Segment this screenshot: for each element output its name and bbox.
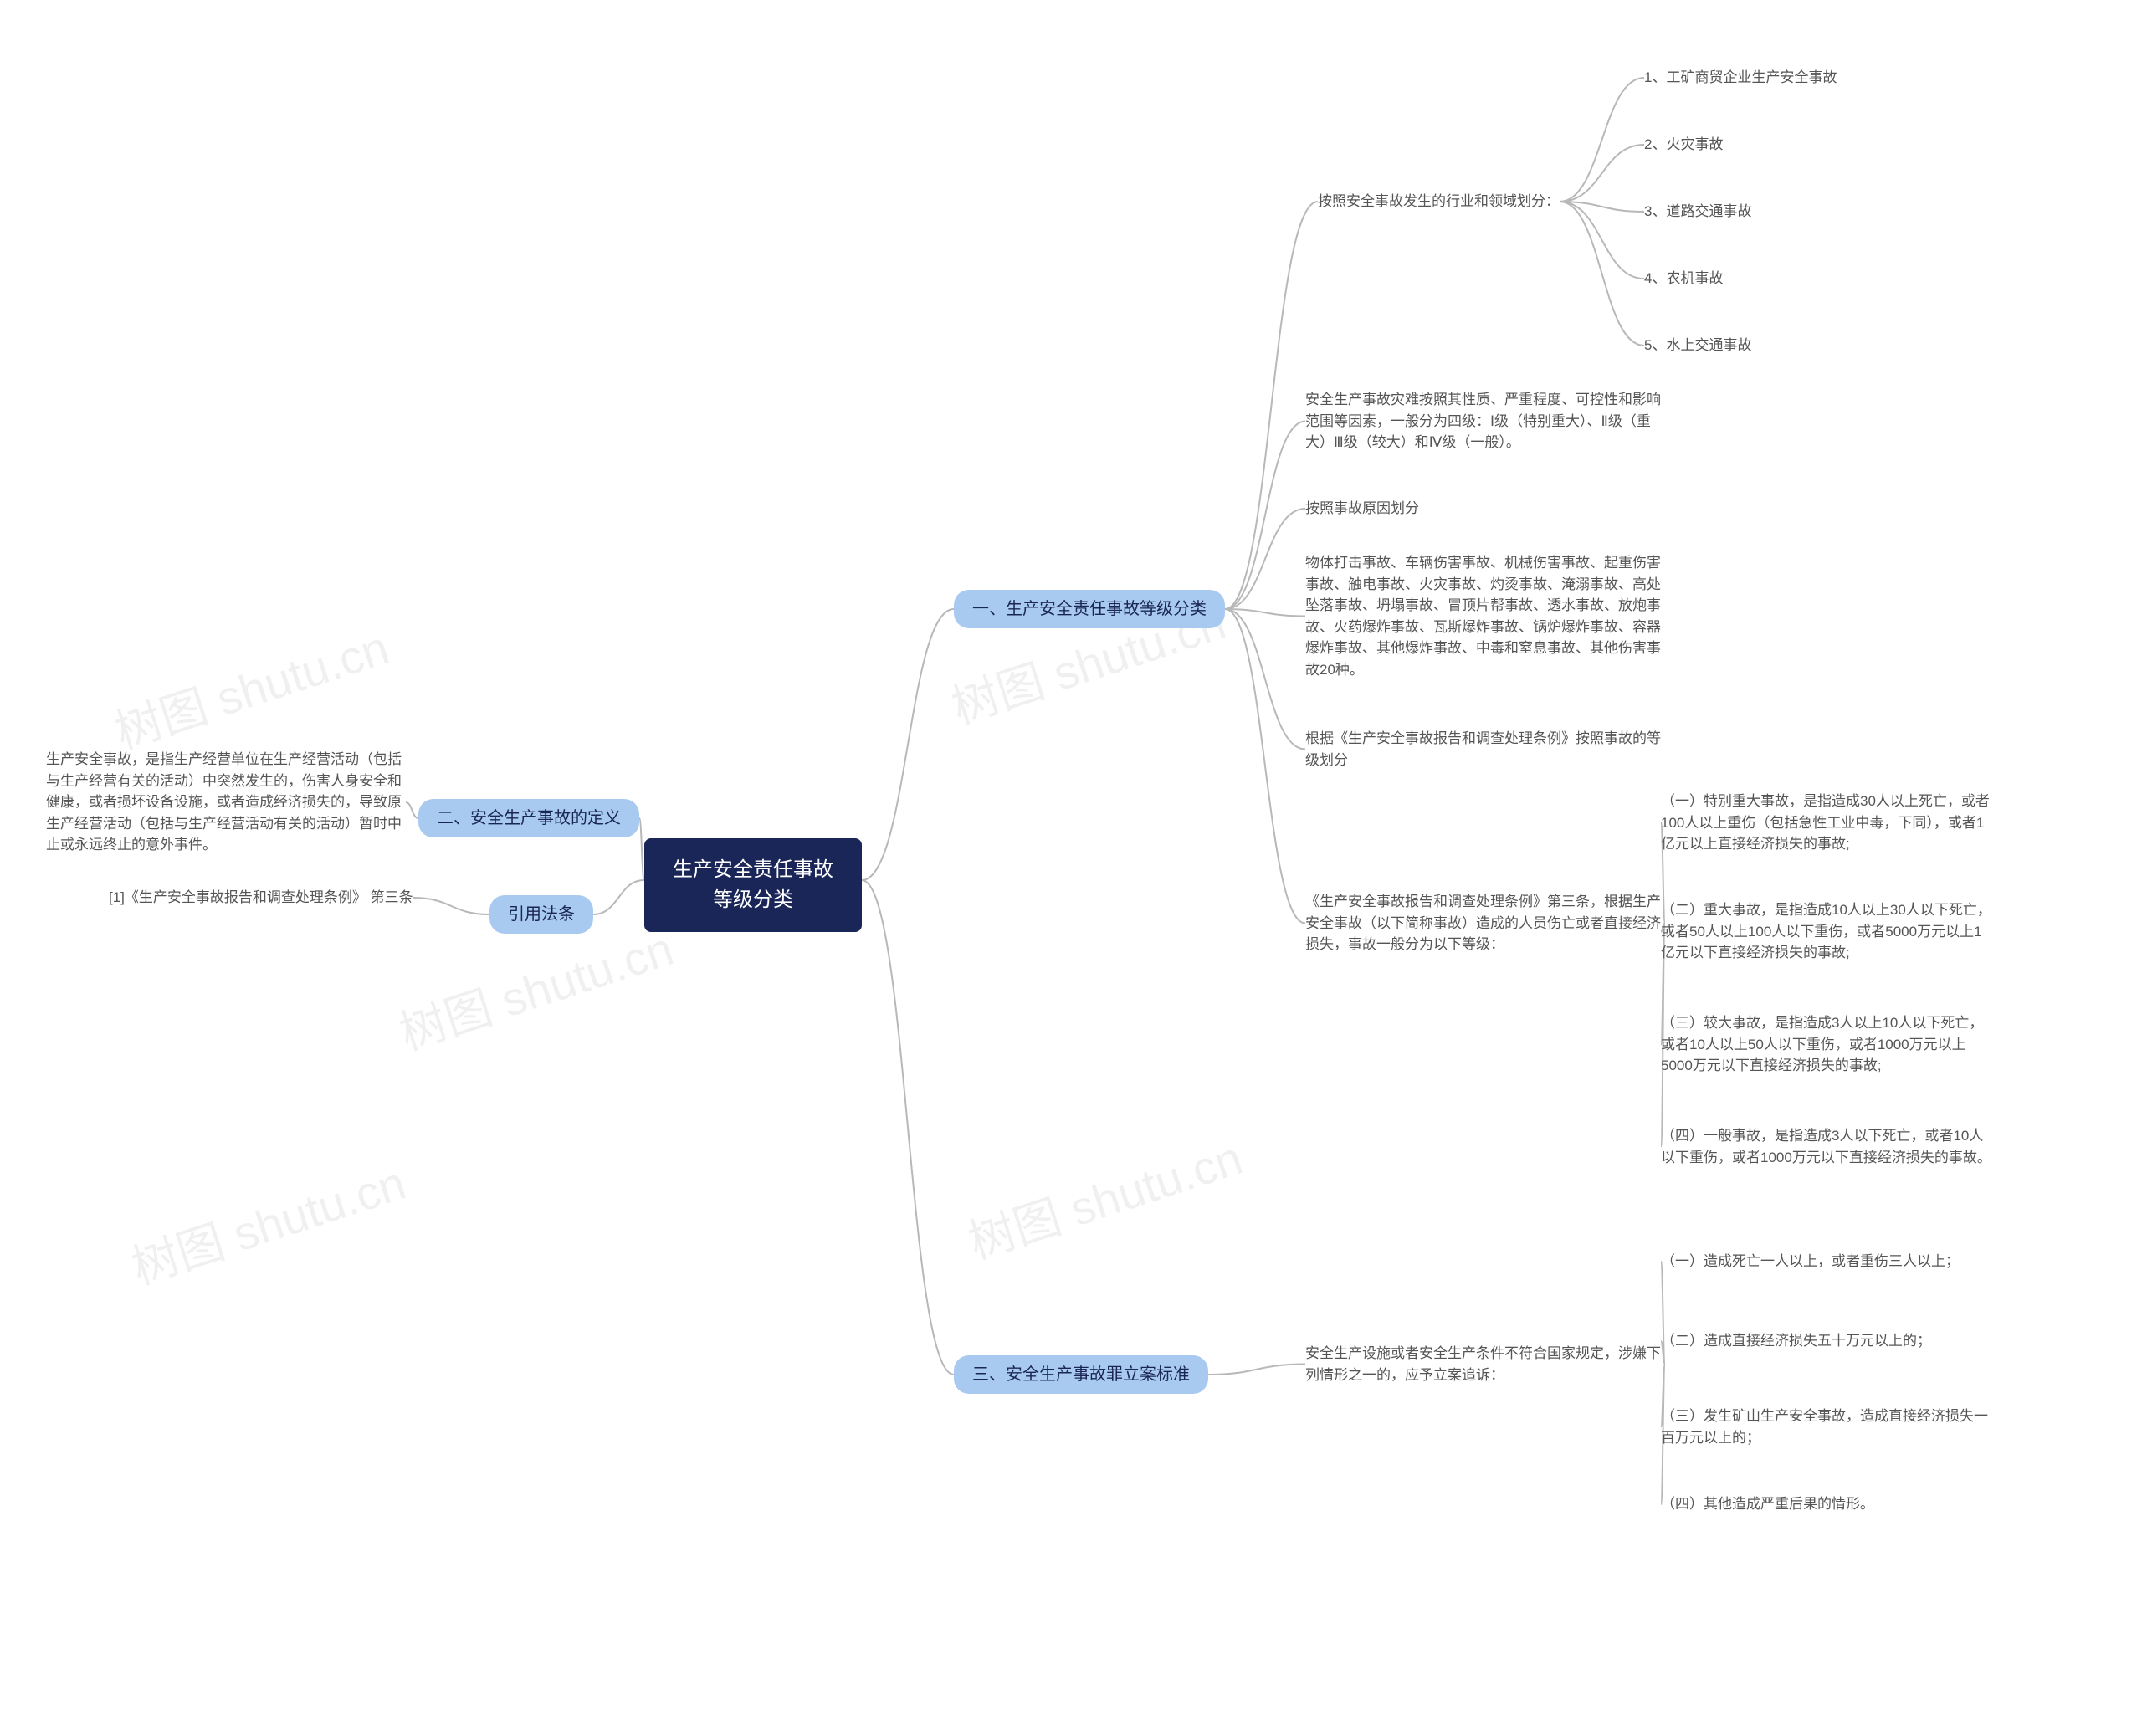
- leaf: 5、水上交通事故: [1644, 335, 1751, 356]
- leaf: （二）重大事故，是指造成10人以上30人以下死亡，或者50人以上100人以下重伤…: [1661, 899, 1996, 964]
- mid-node: 《生产安全事故报告和调查处理条例》第三条，根据生产安全事故（以下简称事故）造成的…: [1305, 891, 1665, 955]
- connector-layer: [0, 0, 2142, 1736]
- watermark: 树图 shutu.cn: [390, 912, 681, 1064]
- leaf: （四）其他造成严重后果的情形。: [1661, 1493, 1874, 1515]
- leaf: （四）一般事故，是指造成3人以下死亡，或者10人以下重伤，或者1000万元以下直…: [1661, 1125, 1996, 1168]
- leaf: 3、道路交通事故: [1644, 201, 1751, 223]
- section-s1: 一、生产安全责任事故等级分类: [954, 590, 1225, 628]
- leaf: （一）造成死亡一人以上，或者重伤三人以上；: [1661, 1251, 1960, 1273]
- leaf: 4、农机事故: [1644, 268, 1723, 289]
- section-s2: 二、安全生产事故的定义: [418, 799, 639, 837]
- mid-node: 安全生产事故灾难按照其性质、严重程度、可控性和影响范围等因素，一般分为四级：Ⅰ级…: [1305, 389, 1665, 453]
- leaf: （一）特别重大事故，是指造成30人以上死亡，或者100人以上重伤（包括急性工业中…: [1661, 791, 1996, 855]
- leaf: 1、工矿商贸企业生产安全事故: [1644, 67, 1837, 89]
- mid-node: 安全生产设施或者安全生产条件不符合国家规定，涉嫌下列情形之一的，应予立案追诉：: [1305, 1343, 1665, 1385]
- leaf: 2、火灾事故: [1644, 134, 1723, 156]
- leaf: （三）较大事故，是指造成3人以上10人以下死亡，或者10人以上50人以下重伤，或…: [1661, 1012, 1996, 1077]
- mid-node: 物体打击事故、车辆伤害事故、机械伤害事故、起重伤害事故、触电事故、火灾事故、灼烫…: [1305, 552, 1665, 680]
- section-s3: 三、安全生产事故罪立案标准: [954, 1355, 1208, 1394]
- watermark: 树图 shutu.cn: [122, 1146, 413, 1298]
- mid-node: 按照事故原因划分: [1305, 498, 1419, 520]
- leaf: [1]《生产安全事故报告和调查处理条例》 第三条: [109, 887, 413, 909]
- leaf: （二）造成直接经济损失五十万元以上的；: [1661, 1330, 1931, 1352]
- leaf: （三）发生矿山生产安全事故，造成直接经济损失一百万元以上的；: [1661, 1406, 1996, 1448]
- mid-node: 根据《生产安全事故报告和调查处理条例》按照事故的等级划分: [1305, 728, 1665, 771]
- leaf: 生产安全事故，是指生产经营单位在生产经营活动（包括与生产经营有关的活动）中突然发…: [46, 749, 406, 856]
- section-cite: 引用法条: [489, 895, 593, 934]
- root-node: 生产安全责任事故等级分类: [644, 838, 862, 932]
- watermark: 树图 shutu.cn: [105, 611, 397, 763]
- watermark: 树图 shutu.cn: [959, 1121, 1250, 1273]
- mid-node: 按照安全事故发生的行业和领域划分：: [1318, 191, 1560, 213]
